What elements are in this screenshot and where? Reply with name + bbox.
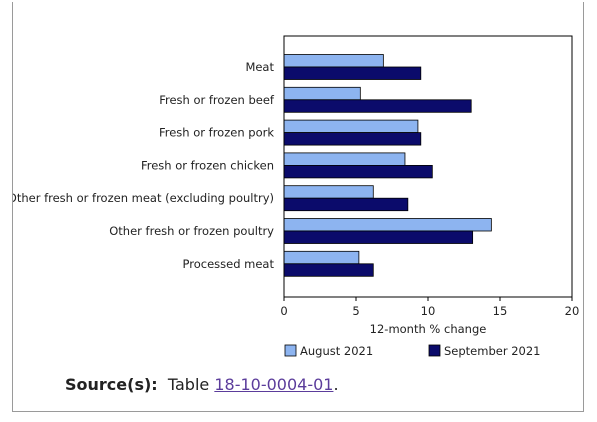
category-label: Fresh or frozen beef	[159, 93, 275, 107]
x-tick-label: 15	[493, 304, 508, 318]
x-axis-title: 12-month % change	[370, 322, 487, 336]
source-table-link[interactable]: 18-10-0004-01	[214, 375, 334, 394]
bar-september-3	[283, 164, 433, 179]
x-axis-ticks: 0 5 10 15 20	[280, 297, 579, 318]
bar-august-5	[283, 218, 492, 232]
legend-label: August 2021	[300, 344, 373, 358]
bar-september-4	[283, 197, 409, 212]
category-labels: Meat Fresh or frozen beef Fresh or frozen …	[13, 60, 275, 271]
source-trailing: .	[333, 375, 339, 394]
source-label: Source(s):	[65, 375, 158, 394]
category-label: Other fresh or frozen meat (excluding po…	[13, 191, 274, 205]
bar-august-1	[283, 86, 361, 101]
bar-september-5	[283, 230, 474, 244]
bar-september-0	[283, 66, 422, 80]
category-label: Other fresh or frozen poultry	[109, 224, 274, 238]
bar-chart: Meat Fresh or frozen beef Fresh or frozen …	[13, 35, 579, 358]
category-label: Meat	[245, 60, 274, 74]
x-tick-label: 0	[280, 304, 287, 318]
bar-august-0	[283, 54, 384, 68]
legend: August 2021 September 2021	[284, 344, 541, 358]
source-note: Source(s): Table 18-10-0004-01.	[65, 375, 339, 394]
bar-september-1	[283, 99, 472, 113]
x-tick-label: 20	[565, 304, 580, 318]
bar-august-3	[283, 152, 406, 166]
source-text: Table	[167, 375, 210, 394]
legend-swatch	[284, 344, 297, 357]
category-label: Processed meat	[183, 257, 275, 271]
bar-august-6	[283, 250, 360, 265]
x-tick-label: 5	[352, 304, 359, 318]
bars-layer	[283, 54, 492, 277]
category-label: Fresh or frozen chicken	[141, 158, 274, 172]
bar-september-2	[283, 132, 422, 146]
x-tick-label: 10	[421, 304, 436, 318]
bar-september-6	[283, 263, 374, 277]
legend-swatch	[428, 344, 441, 357]
legend-label: September 2021	[444, 344, 541, 358]
category-label: Fresh or frozen pork	[159, 126, 274, 140]
bar-august-2	[283, 119, 419, 133]
chart-frame: Meat Fresh or frozen beef Fresh or frozen …	[12, 2, 584, 412]
bar-august-4	[283, 185, 374, 199]
